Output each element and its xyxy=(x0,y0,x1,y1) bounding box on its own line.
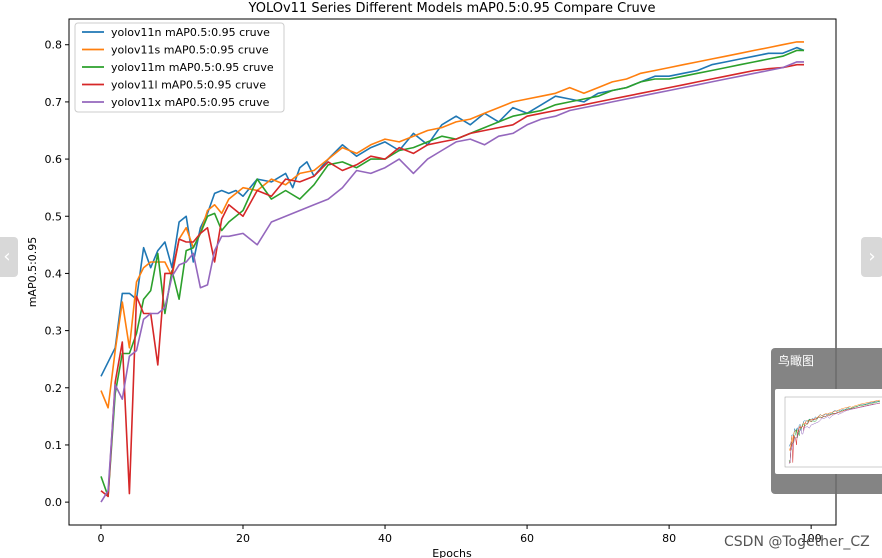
legend-label: yolov11m mAP0.5:0.95 cruve xyxy=(111,61,274,74)
plot-frame xyxy=(68,18,837,526)
chevron-left-icon: ‹ xyxy=(3,246,11,267)
y-tick-label: 0.4 xyxy=(45,267,63,280)
x-tick-label: 80 xyxy=(662,532,676,545)
thumbnail-frame xyxy=(784,396,882,468)
y-tick-label: 0.8 xyxy=(45,39,63,52)
x-tick-label: 20 xyxy=(236,532,250,545)
series-line-4 xyxy=(100,63,804,498)
y-tick-label: 0.2 xyxy=(45,382,63,395)
series-line-1 xyxy=(100,46,805,377)
watermark: CSDN @Together_CZ xyxy=(724,534,870,550)
legend-label: yolov11l mAP0.5:0.95 cruve xyxy=(111,79,266,92)
birdseye-title: 鸟瞰图 xyxy=(778,354,815,368)
y-tick-label: 0.7 xyxy=(45,96,63,109)
legend-box xyxy=(74,22,285,113)
y-tick-label: 0.1 xyxy=(45,439,63,452)
thumbnail-series-line-5 xyxy=(788,402,880,464)
y-tick-label: 0.6 xyxy=(45,153,63,166)
birdseye-panel[interactable]: 鸟瞰图 xyxy=(771,348,882,494)
series-line-3 xyxy=(100,49,804,498)
next-image-button[interactable]: › xyxy=(861,237,882,277)
legend: yolov11n mAP0.5:0.95 cruve yolov11s mAP0.… xyxy=(74,22,285,113)
legend-label: yolov11s mAP0.5:0.95 cruve xyxy=(111,44,269,57)
x-tick-label: 0 xyxy=(97,532,104,545)
legend-label: yolov11x mAP0.5:0.95 cruve xyxy=(111,96,270,109)
y-tick-label: 0.3 xyxy=(45,325,63,338)
y-axis-label: mAP0.5:0.95 xyxy=(26,237,39,308)
x-tick-label: 100 xyxy=(801,532,822,545)
y-tick-label: 0.5 xyxy=(45,210,63,223)
series-lines xyxy=(100,41,805,503)
x-tick-label: 40 xyxy=(378,532,392,545)
y-axis: 0.0 0.1 0.2 0.3 0.4 0.5 0.6 0.7 0.8 xyxy=(45,39,69,509)
thumbnail-series-line-1 xyxy=(788,400,881,447)
chart-title: YOLOv11 Series Different Models mAP0.5:0… xyxy=(248,1,656,16)
prev-image-button[interactable]: ‹ xyxy=(0,237,18,277)
birdseye-thumbnail[interactable] xyxy=(775,389,882,474)
x-tick-label: 60 xyxy=(520,532,534,545)
y-tick-label: 0.0 xyxy=(45,496,63,509)
series-line-5 xyxy=(100,61,804,503)
x-axis: 0 20 40 60 80 100 xyxy=(97,525,822,545)
thumbnail-series-line-2 xyxy=(788,399,880,451)
legend-label: yolov11n mAP0.5:0.95 cruve xyxy=(111,26,270,39)
x-axis-label: Epochs xyxy=(432,547,472,558)
chevron-right-icon: › xyxy=(868,246,876,267)
thumbnail-series-line-4 xyxy=(788,403,880,464)
birdseye-thumbnail-chart xyxy=(784,396,882,468)
